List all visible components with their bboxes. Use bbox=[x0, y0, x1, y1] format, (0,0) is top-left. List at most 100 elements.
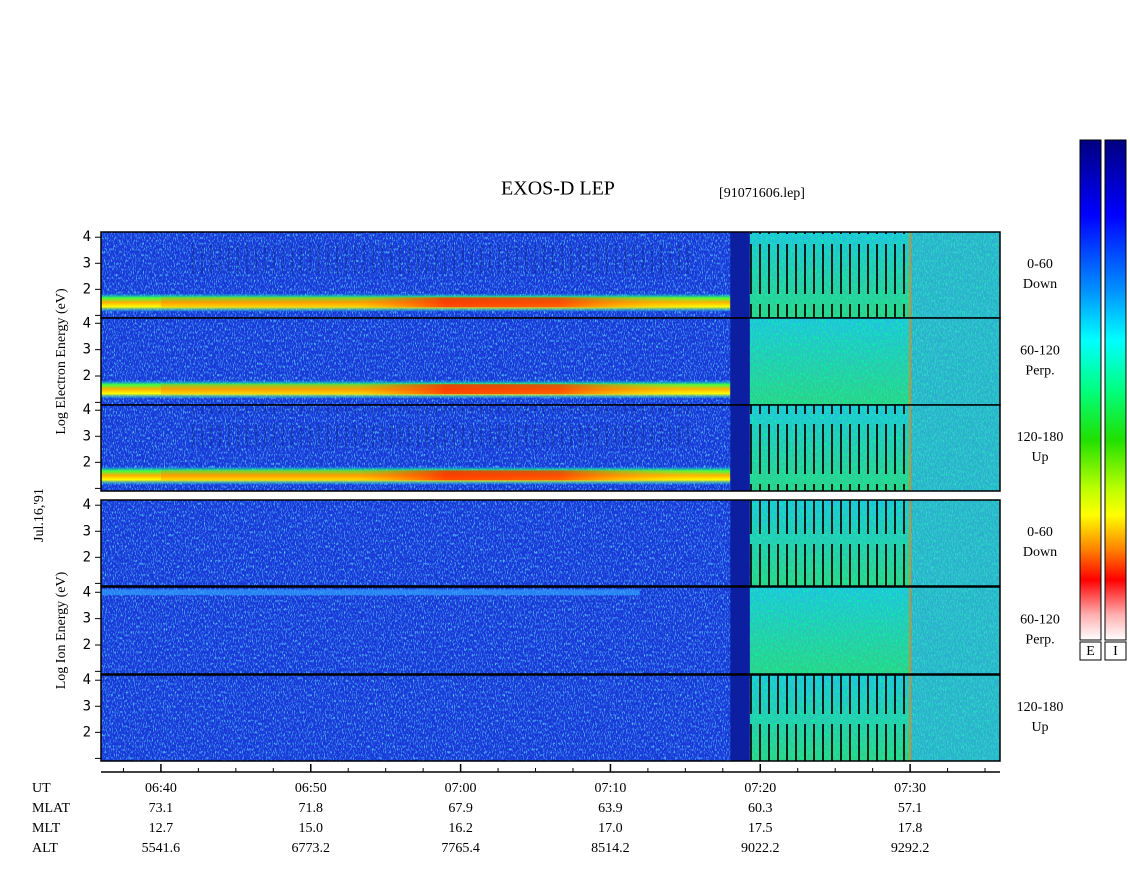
y-axis-label: Log Electron Energy (eV) bbox=[54, 288, 69, 435]
spectrogram-panel bbox=[100, 404, 1001, 492]
ephemeris-value: 12.7 bbox=[149, 821, 174, 836]
post-region bbox=[910, 232, 1000, 318]
direction: Perp. bbox=[1025, 633, 1054, 648]
ephemeris-value: 9292.2 bbox=[891, 841, 930, 856]
dark-column bbox=[730, 500, 750, 586]
direction: Down bbox=[1023, 545, 1057, 560]
ephemeris-value: 73.1 bbox=[149, 801, 174, 816]
post-region bbox=[910, 587, 1000, 674]
spectrogram-panel bbox=[100, 586, 1001, 675]
colorbar bbox=[1104, 139, 1127, 641]
y-tick-label: 4 bbox=[83, 315, 91, 331]
ephemeris-value: 57.1 bbox=[898, 801, 923, 816]
y-tick-label: 3 bbox=[83, 611, 91, 627]
y-tick-label: 4 bbox=[83, 584, 91, 600]
panel-frame bbox=[100, 586, 1001, 675]
flux-band-core bbox=[161, 297, 731, 308]
dark-column bbox=[730, 232, 750, 318]
flux-band-core bbox=[161, 470, 731, 481]
ephemeris-name: MLT bbox=[32, 821, 61, 836]
x-tick-label: 06:50 bbox=[295, 781, 327, 796]
post-region bbox=[910, 318, 1000, 405]
ephemeris-value: 17.5 bbox=[748, 821, 773, 836]
x-tick-label: 07:10 bbox=[594, 781, 626, 796]
y-axis-label: Log Ion Energy (eV) bbox=[54, 571, 69, 689]
y-tick-label: 3 bbox=[83, 342, 91, 358]
ephemeris-value: 63.9 bbox=[598, 801, 623, 816]
ephemeris-value: 17.8 bbox=[898, 821, 923, 836]
post-region bbox=[910, 405, 1000, 491]
black-streaks bbox=[749, 232, 911, 318]
black-streaks bbox=[749, 405, 911, 491]
direction: Down bbox=[1023, 277, 1057, 292]
post-region bbox=[910, 675, 1000, 761]
x-tick-label: 07:20 bbox=[744, 781, 776, 796]
y-tick-label: 3 bbox=[83, 523, 91, 539]
dark-column bbox=[730, 587, 750, 674]
x-tick-label: 07:00 bbox=[445, 781, 477, 796]
pitch-angle: 120-180 bbox=[1017, 700, 1064, 715]
pitch-angle: 0-60 bbox=[1027, 525, 1053, 540]
panel-frame bbox=[100, 499, 1001, 587]
dark-speckle bbox=[191, 407, 691, 447]
dark-column bbox=[730, 318, 750, 405]
y-tick-label: 3 bbox=[83, 428, 91, 444]
colorbar-label: I bbox=[1113, 644, 1118, 659]
pitch-angle: 60-120 bbox=[1020, 344, 1060, 359]
spectrogram-panel bbox=[100, 231, 1001, 319]
pitch-angle: 60-120 bbox=[1020, 613, 1060, 628]
spectrogram-panel bbox=[100, 499, 1001, 587]
colorbar-label-box bbox=[1104, 641, 1127, 661]
ephemeris-value: 60.3 bbox=[748, 801, 773, 816]
x-axis-label: UT bbox=[32, 781, 51, 796]
ephemeris-value: 71.8 bbox=[299, 801, 324, 816]
panel-frame bbox=[100, 404, 1001, 492]
ephemeris-value: 5541.6 bbox=[142, 841, 181, 856]
file-name: [91071606.lep] bbox=[719, 186, 805, 201]
dark-column bbox=[730, 675, 750, 761]
ephemeris-name: ALT bbox=[32, 841, 58, 856]
direction: Up bbox=[1031, 720, 1048, 735]
y-tick-label: 4 bbox=[83, 229, 91, 245]
pitch-angle: 120-180 bbox=[1017, 430, 1064, 445]
ephemeris-value: 16.2 bbox=[448, 821, 473, 836]
chart-title: EXOS-D LEP bbox=[501, 178, 615, 200]
date-label: Jul.16,'91 bbox=[32, 488, 47, 542]
y-tick-label: 4 bbox=[83, 672, 91, 688]
y-tick-label: 4 bbox=[83, 402, 91, 418]
y-tick-label: 2 bbox=[83, 637, 91, 653]
colorbar bbox=[1079, 139, 1102, 641]
y-tick-label: 4 bbox=[83, 497, 91, 513]
pitch-angle: 0-60 bbox=[1027, 257, 1053, 272]
ephemeris-name: MLAT bbox=[32, 801, 71, 816]
ephemeris-value: 6773.2 bbox=[292, 841, 331, 856]
colorbar-label: E bbox=[1086, 644, 1095, 659]
black-streaks bbox=[749, 500, 911, 586]
y-tick-label: 2 bbox=[83, 368, 91, 384]
black-streaks bbox=[749, 675, 911, 761]
dark-speckle bbox=[191, 234, 691, 274]
spectrogram-panel bbox=[100, 317, 1001, 406]
ephemeris-value: 8514.2 bbox=[591, 841, 630, 856]
y-tick-label: 2 bbox=[83, 724, 91, 740]
y-tick-label: 2 bbox=[83, 454, 91, 470]
ephemeris-value: 17.0 bbox=[598, 821, 623, 836]
ephemeris-value: 67.9 bbox=[448, 801, 473, 816]
y-tick-label: 3 bbox=[83, 255, 91, 271]
ion-line bbox=[101, 589, 640, 596]
direction: Perp. bbox=[1025, 364, 1054, 379]
dark-column bbox=[730, 405, 750, 491]
y-tick-label: 3 bbox=[83, 698, 91, 714]
ephemeris-value: 9022.2 bbox=[741, 841, 780, 856]
y-tick-label: 2 bbox=[83, 549, 91, 565]
x-tick-label: 06:40 bbox=[145, 781, 177, 796]
flux-band-core bbox=[161, 384, 731, 395]
ephemeris-value: 15.0 bbox=[299, 821, 324, 836]
y-tick-label: 2 bbox=[83, 281, 91, 297]
colorbar-label-box bbox=[1079, 641, 1102, 661]
post-region bbox=[910, 500, 1000, 586]
panel-frame bbox=[100, 674, 1001, 762]
spectrogram-panel bbox=[100, 674, 1001, 762]
ephemeris-value: 7765.4 bbox=[441, 841, 480, 856]
